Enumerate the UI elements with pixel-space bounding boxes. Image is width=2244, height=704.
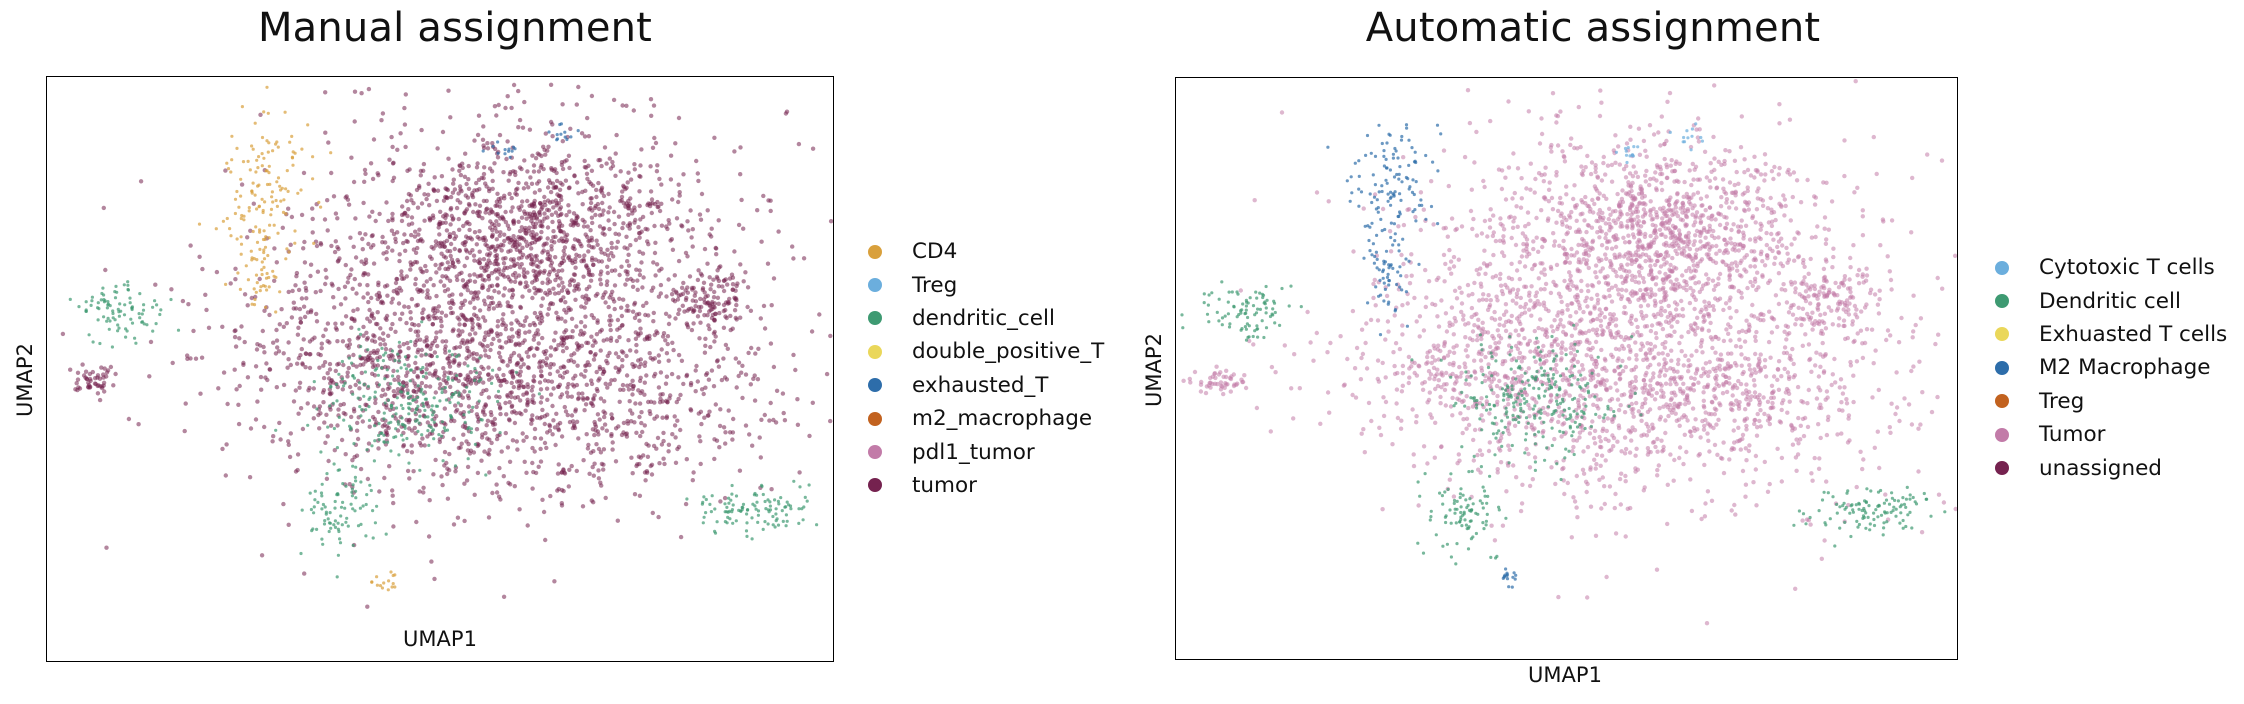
point-cluster-dendritic-cell bbox=[1792, 485, 1947, 548]
legend-item-tumor: Tumor bbox=[1995, 418, 2227, 451]
point-cluster-tumor bbox=[1238, 79, 1957, 626]
legend-item-exhausted-t: exhausted_T bbox=[868, 369, 1104, 402]
legend-label: tumor bbox=[912, 472, 977, 498]
plot-area-automatic bbox=[1175, 77, 1958, 660]
legend-item-dendritic-cell: Dendritic cell bbox=[1995, 284, 2227, 317]
legend-item-cytotoxic-t-cells: Cytotoxic T cells bbox=[1995, 251, 2227, 284]
legend-marker bbox=[868, 311, 882, 326]
legend-item-unassigned: unassigned bbox=[1995, 451, 2227, 484]
point-cluster-cytotoxic-t-cells bbox=[1668, 122, 1704, 152]
legend-label: m2_macrophage bbox=[912, 406, 1093, 432]
point-cluster-exhausted-t bbox=[547, 122, 580, 142]
point-cluster-tumor bbox=[1781, 255, 1882, 341]
legend-label: Exhuasted T cells bbox=[2039, 321, 2228, 347]
legend-label: Tumor bbox=[2039, 422, 2106, 448]
legend-marker bbox=[1995, 394, 2009, 409]
point-cluster-tumor bbox=[68, 362, 118, 403]
legend-label: double_positive_T bbox=[912, 339, 1105, 365]
legend-item-treg: Treg bbox=[868, 268, 1104, 301]
legend-label: unassigned bbox=[2039, 455, 2162, 481]
point-cluster-dendritic-cell bbox=[1416, 469, 1508, 566]
legend-marker bbox=[1995, 327, 2009, 342]
point-cluster-cd4 bbox=[197, 85, 333, 261]
x-axis-label-manual: UMAP1 bbox=[403, 627, 477, 651]
point-cluster-dendritic-cell bbox=[299, 446, 388, 579]
legend-item-double-positive-t: double_positive_T bbox=[868, 335, 1104, 368]
legend-label: Treg bbox=[912, 272, 958, 298]
legend-marker bbox=[868, 411, 882, 426]
legend-item-treg: Treg bbox=[1995, 385, 2227, 418]
legend-marker bbox=[868, 244, 882, 259]
point-cluster-dendritic-cell bbox=[274, 320, 541, 477]
point-cluster-tumor bbox=[1400, 120, 1886, 340]
point-cluster-tumor bbox=[355, 231, 833, 540]
legend-item-dendritic-cell: dendritic_cell bbox=[868, 302, 1104, 335]
legend-label: Dendritic cell bbox=[2039, 288, 2181, 314]
scatter-plot-automatic bbox=[1180, 79, 1957, 626]
legend-label: Cytotoxic T cells bbox=[2039, 255, 2215, 281]
point-cluster-cd4 bbox=[370, 570, 397, 592]
point-cluster-exhausted-t bbox=[481, 140, 517, 159]
point-cluster-dendritic-cell bbox=[1180, 280, 1303, 342]
legend-item-m2-macrophage: m2_macrophage bbox=[868, 402, 1104, 435]
chart-title-automatic: Automatic assignment bbox=[1365, 5, 1821, 51]
legend-label: dendritic_cell bbox=[912, 305, 1055, 331]
legend-marker bbox=[868, 478, 882, 493]
point-cluster-tumor bbox=[654, 249, 767, 355]
legend-marker bbox=[1995, 427, 2009, 442]
scatter-plot-manual bbox=[60, 82, 833, 609]
chart-title-manual: Manual assignment bbox=[257, 5, 653, 51]
legend-marker bbox=[868, 278, 882, 293]
legend-label: CD4 bbox=[912, 239, 958, 265]
legend-marker bbox=[868, 378, 882, 393]
legend-marker bbox=[1995, 360, 2009, 375]
legend-marker bbox=[868, 344, 882, 359]
point-cluster-tumor bbox=[1181, 364, 1249, 397]
legend-item-tumor: tumor bbox=[868, 469, 1104, 502]
point-cluster-cytotoxic-t-cells bbox=[1614, 145, 1640, 165]
point-cluster-m2-macrophage bbox=[1326, 123, 1443, 274]
legend-label: exhausted_T bbox=[912, 372, 1049, 398]
point-cluster-tumor bbox=[1399, 249, 1957, 539]
y-axis-label-automatic: UMAP2 bbox=[1142, 333, 1166, 407]
legend-label: pdl1_tumor bbox=[912, 439, 1035, 465]
legend-marker bbox=[1995, 294, 2009, 309]
legend-item-cd4: CD4 bbox=[868, 235, 1104, 268]
legend-automatic: Cytotoxic T cells Dendritic cell Exhuasted… bbox=[1995, 251, 2227, 485]
legend-item-exhuasted-t-cells: Exhuasted T cells bbox=[1995, 318, 2227, 351]
legend-marker bbox=[1995, 260, 2009, 275]
legend-label: Treg bbox=[2039, 388, 2085, 414]
legend-marker bbox=[1995, 461, 2009, 476]
y-axis-label-manual: UMAP2 bbox=[13, 343, 37, 417]
legend-marker bbox=[868, 445, 882, 460]
legend-item-pdl1-tumor: pdl1_tumor bbox=[868, 435, 1104, 468]
point-cluster-m2-macrophage bbox=[1501, 567, 1518, 589]
point-cluster-tumor bbox=[1247, 206, 1821, 540]
point-cluster-dendritic-cell bbox=[1410, 323, 1643, 482]
point-cluster-m2-macrophage bbox=[1362, 221, 1411, 337]
point-cluster-dendritic-cell bbox=[68, 280, 181, 349]
x-axis-label-automatic: UMAP1 bbox=[1528, 663, 1602, 687]
point-cluster-tumor bbox=[318, 94, 807, 352]
legend-item-m2-macrophage: M2 Macrophage bbox=[1995, 351, 2227, 384]
legend-label: M2 Macrophage bbox=[2039, 355, 2211, 381]
point-cluster-dendritic-cell bbox=[685, 479, 819, 541]
point-cluster-cd4 bbox=[224, 189, 291, 314]
plot-area-manual bbox=[46, 76, 834, 662]
